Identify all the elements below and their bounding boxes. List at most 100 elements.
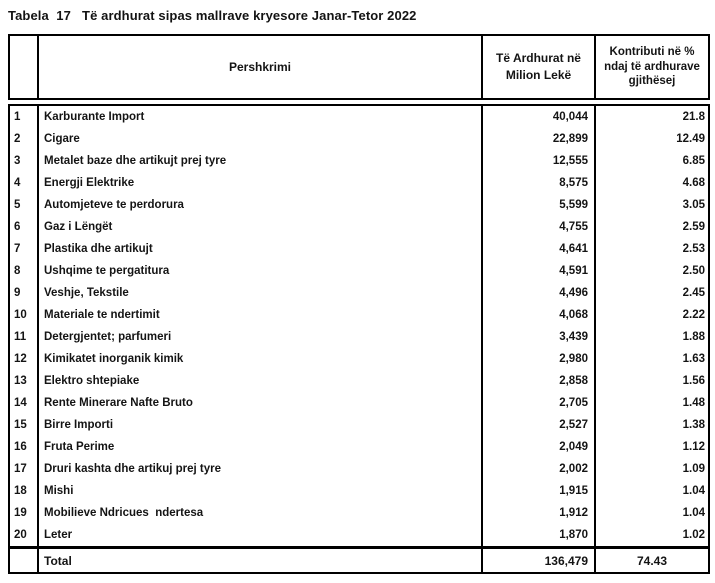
table-row: 6 Gaz i Lëngët 4,755 2.59: [8, 216, 710, 238]
row-number: 12: [8, 348, 39, 370]
table-title: Tabela 17 Të ardhurat sipas mallrave kry…: [8, 8, 417, 23]
header-contribution-cell: Kontributi në % ndaj të ardhurave gjithë…: [594, 34, 710, 100]
row-number: 6: [8, 216, 39, 238]
row-description: Rente Minerare Nafte Bruto: [37, 392, 483, 414]
row-revenue: 4,496: [481, 282, 596, 304]
row-revenue: 2,980: [481, 348, 596, 370]
total-row: Total 136,479 74.43: [8, 546, 710, 573]
row-number: 1: [8, 105, 39, 128]
row-description: Metalet baze dhe artikujt prej tyre: [37, 150, 483, 172]
row-revenue: 2,527: [481, 414, 596, 436]
row-number: 4: [8, 172, 39, 194]
table-row: 20 Leter 1,870 1.02: [8, 524, 710, 548]
table-row: 14 Rente Minerare Nafte Bruto 2,705 1.48: [8, 392, 710, 414]
table-row: 15 Birre Importi 2,527 1.38: [8, 414, 710, 436]
row-contribution: 1.12: [594, 436, 710, 458]
row-description: Plastika dhe artikujt: [37, 238, 483, 260]
row-number: 15: [8, 414, 39, 436]
row-revenue: 5,599: [481, 194, 596, 216]
row-revenue: 1,870: [481, 524, 596, 548]
row-revenue: 8,575: [481, 172, 596, 194]
header-number-cell: [8, 34, 39, 100]
row-contribution: 2.59: [594, 216, 710, 238]
row-description: Automjeteve te perdorura: [37, 194, 483, 216]
row-number: 11: [8, 326, 39, 348]
row-number: 13: [8, 370, 39, 392]
row-number: 14: [8, 392, 39, 414]
row-description: Leter: [37, 524, 483, 548]
row-description: Mobilieve Ndricues ndertesa: [37, 502, 483, 524]
row-revenue: 1,915: [481, 480, 596, 502]
row-contribution: 1.09: [594, 458, 710, 480]
row-number: 17: [8, 458, 39, 480]
row-contribution: 1.02: [594, 524, 710, 548]
table-row: 8 Ushqime te pergatitura 4,591 2.50: [8, 260, 710, 282]
row-revenue: 22,899: [481, 128, 596, 150]
row-description: Druri kashta dhe artikuj prej tyre: [37, 458, 483, 480]
header-revenue-cell: Të Ardhurat në Milion Lekë: [481, 34, 596, 100]
total-revenue: 136,479: [481, 546, 596, 573]
row-revenue: 4,755: [481, 216, 596, 238]
total-contribution: 74.43: [594, 546, 710, 573]
row-description: Energji Elektrike: [37, 172, 483, 194]
row-contribution: 2.45: [594, 282, 710, 304]
table-row: 2 Cigare 22,899 12.49: [8, 128, 710, 150]
row-description: Fruta Perime: [37, 436, 483, 458]
row-number: 2: [8, 128, 39, 150]
header-description-cell: Pershkrimi: [37, 34, 483, 100]
row-contribution: 4.68: [594, 172, 710, 194]
row-number: 10: [8, 304, 39, 326]
row-revenue: 4,068: [481, 304, 596, 326]
row-description: Gaz i Lëngët: [37, 216, 483, 238]
row-description: Materiale te ndertimit: [37, 304, 483, 326]
row-revenue: 3,439: [481, 326, 596, 348]
table-row: 3 Metalet baze dhe artikujt prej tyre 12,5…: [8, 150, 710, 172]
table-row: 7 Plastika dhe artikujt 4,641 2.53: [8, 238, 710, 260]
table-row: 10 Materiale te ndertimit 4,068 2.22: [8, 304, 710, 326]
row-contribution: 2.22: [594, 304, 710, 326]
table-row: 9 Veshje, Tekstile 4,496 2.45: [8, 282, 710, 304]
row-number: 3: [8, 150, 39, 172]
row-description: Detergjentet; parfumeri: [37, 326, 483, 348]
row-contribution: 1.56: [594, 370, 710, 392]
table-row: 5 Automjeteve te perdorura 5,599 3.05: [8, 194, 710, 216]
row-number: 8: [8, 260, 39, 282]
row-description: Kimikatet inorganik kimik: [37, 348, 483, 370]
row-contribution: 6.85: [594, 150, 710, 172]
table-body: 1 Karburante Import 40,044 21.8 2 Cigare 22,89…: [8, 104, 710, 574]
table-row: 1 Karburante Import 40,044 21.8: [8, 105, 710, 128]
row-contribution: 12.49: [594, 128, 710, 150]
table-row: 4 Energji Elektrike 8,575 4.68: [8, 172, 710, 194]
row-contribution: 1.63: [594, 348, 710, 370]
row-revenue: 12,555: [481, 150, 596, 172]
row-contribution: 2.50: [594, 260, 710, 282]
row-number: 20: [8, 524, 39, 548]
header-row: Pershkrimi Të Ardhurat në Milion Lekë Ko…: [8, 34, 710, 100]
row-contribution: 1.38: [594, 414, 710, 436]
row-revenue: 40,044: [481, 105, 596, 128]
row-description: Birre Importi: [37, 414, 483, 436]
row-description: Mishi: [37, 480, 483, 502]
total-label: Total: [37, 546, 483, 573]
row-number: 7: [8, 238, 39, 260]
row-revenue: 2,049: [481, 436, 596, 458]
row-contribution: 2.53: [594, 238, 710, 260]
row-contribution: 1.04: [594, 480, 710, 502]
row-description: Karburante Import: [37, 105, 483, 128]
row-number: 18: [8, 480, 39, 502]
row-contribution: 3.05: [594, 194, 710, 216]
table-row: 19 Mobilieve Ndricues ndertesa 1,912 1.04: [8, 502, 710, 524]
row-number: 19: [8, 502, 39, 524]
row-revenue: 2,705: [481, 392, 596, 414]
row-description: Cigare: [37, 128, 483, 150]
total-number-cell: [8, 546, 39, 573]
table-row: 18 Mishi 1,915 1.04: [8, 480, 710, 502]
table-row: 16 Fruta Perime 2,049 1.12: [8, 436, 710, 458]
row-number: 5: [8, 194, 39, 216]
table-row: 17 Druri kashta dhe artikuj prej tyre 2,00…: [8, 458, 710, 480]
row-number: 16: [8, 436, 39, 458]
table-row: 13 Elektro shtepiake 2,858 1.56: [8, 370, 710, 392]
table-row: 11 Detergjentet; parfumeri 3,439 1.88: [8, 326, 710, 348]
table-rows: 1 Karburante Import 40,044 21.8 2 Cigare 22,89…: [8, 105, 710, 548]
table-header: Pershkrimi Të Ardhurat në Milion Lekë Ko…: [8, 34, 710, 100]
